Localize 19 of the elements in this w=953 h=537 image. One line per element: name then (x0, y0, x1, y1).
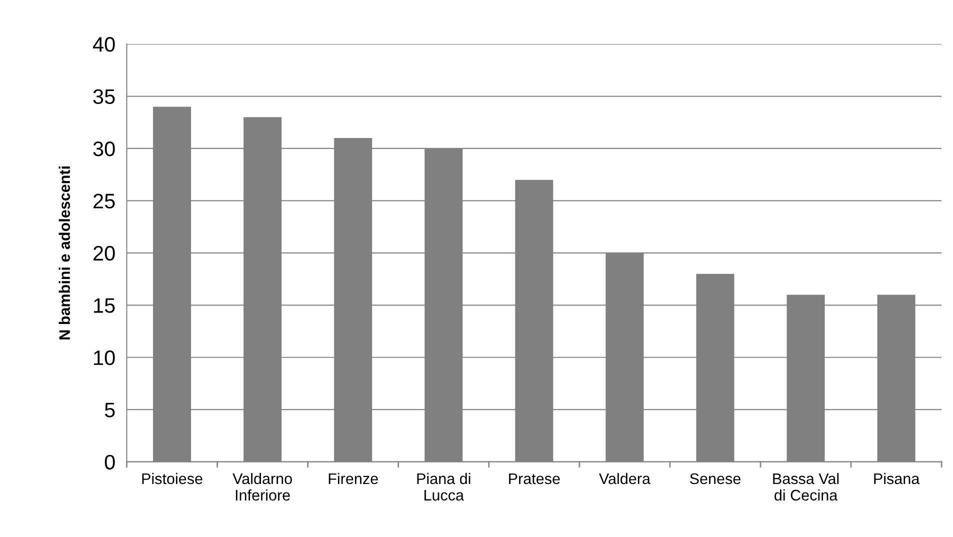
y-axis-title: N bambini e adolescenti (58, 166, 70, 340)
y-tick-label: 10 (94, 350, 115, 366)
x-tick-label: Firenze (328, 472, 378, 484)
x-tick-label: Pistoiese (142, 472, 202, 484)
x-tick-label: Piana di Lucca (417, 472, 470, 501)
y-tick-label: 30 (93, 141, 115, 156)
y-tick-label: 25 (94, 194, 115, 208)
x-tick-label: Pisana (874, 472, 920, 484)
y-tick-label: 40 (92, 37, 115, 52)
x-tick-label: Bassa Val di Cecina (773, 472, 839, 501)
x-tick-label: Senese (690, 473, 740, 484)
y-tick-label: 35 (93, 89, 115, 104)
y-tick-label: 5 (104, 402, 115, 418)
y-tick-label: 0 (104, 454, 115, 470)
x-tick-label: Pratese (509, 473, 560, 484)
x-tick-label: Valdarno Inferiore (232, 472, 292, 501)
y-tick-label: 15 (94, 298, 115, 313)
x-tick-label: Valdera (598, 472, 650, 484)
y-tick-label: 20 (94, 246, 115, 261)
